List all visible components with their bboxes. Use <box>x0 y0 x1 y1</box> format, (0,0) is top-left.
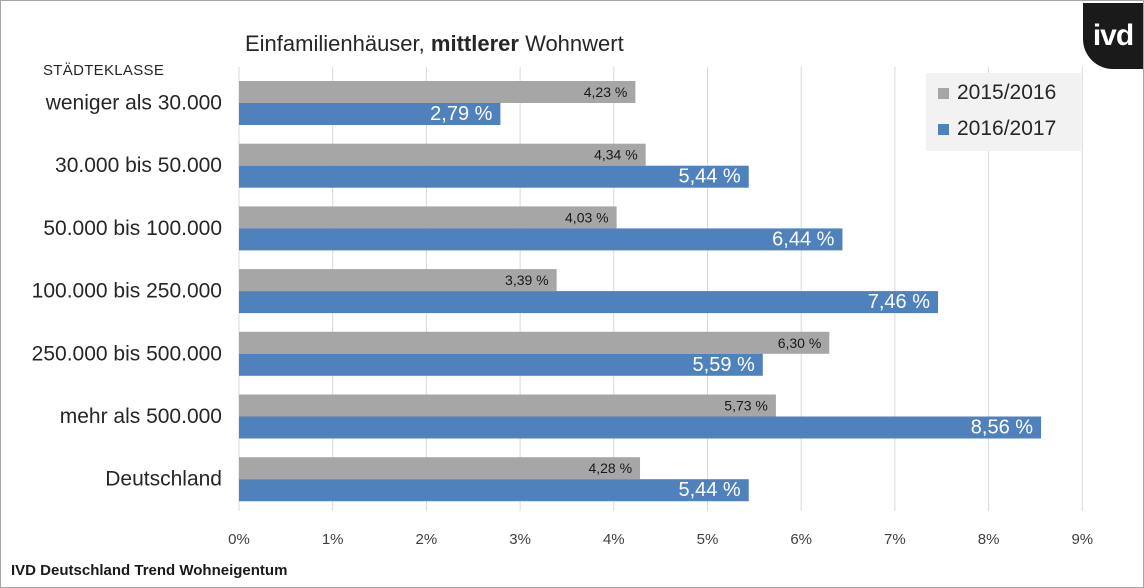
bar-2016-2017-deutschland <box>239 479 749 502</box>
chart-title: Einfamilienhäuser, mittlerer Wohnwert <box>245 31 624 57</box>
legend-item-2015-2016: 2015/2016 <box>938 81 1056 105</box>
legend-swatch-2015-2016 <box>938 87 949 99</box>
data-label-2016-2017: 6,44 % <box>772 228 834 250</box>
x-tick-label: 2% <box>416 531 438 548</box>
bar-2016-2017-weniger-als-30-000 <box>239 103 501 125</box>
ivd-logo: ivd <box>1083 3 1143 69</box>
bar-2015-2016-250-000-bis-500-000 <box>239 331 830 354</box>
x-tick-label: 1% <box>322 531 344 548</box>
data-label-2015-2016: 4,28 % <box>588 460 632 476</box>
data-label-2015-2016: 4,23 % <box>584 84 628 100</box>
chart-title-part2: Wohnwert <box>525 31 624 56</box>
category-axis-caption: STÄDTEKLASSE <box>43 62 165 79</box>
category-label: 50.000 bis 100.000 <box>43 217 222 240</box>
bar-2015-2016-30-000-bis-50-000 <box>239 143 646 166</box>
category-label: mehr als 500.000 <box>60 405 222 428</box>
bar-2015-2016-mehr-als-500-000 <box>239 394 776 417</box>
legend-label-2016-2017: 2016/2017 <box>957 117 1057 140</box>
bar-2015-2016-weniger-als-30-000 <box>239 81 636 103</box>
legend-label-2015-2016: 2015/2016 <box>957 81 1057 104</box>
category-label: 100.000 bis 250.000 <box>32 280 222 303</box>
data-label-2015-2016: 3,39 % <box>505 272 549 288</box>
x-tick-label: 0% <box>228 531 250 548</box>
data-label-2016-2017: 7,46 % <box>868 291 930 313</box>
source-footer: IVD Deutschland Trend Wohneigentum <box>11 562 288 579</box>
bar-2016-2017-30-000-bis-50-000 <box>239 165 749 188</box>
bar-2015-2016-100-000-bis-250-000 <box>239 269 557 292</box>
category-label: 250.000 bis 500.000 <box>32 342 222 365</box>
category-label: 30.000 bis 50.000 <box>55 154 222 177</box>
x-tick-label: 3% <box>509 531 531 548</box>
bar-2016-2017-mehr-als-500-000 <box>239 416 1042 439</box>
data-label-2016-2017: 2,79 % <box>430 103 492 125</box>
category-label: weniger als 30.000 <box>45 92 222 115</box>
x-tick-label: 5% <box>697 531 719 548</box>
data-label-2015-2016: 4,03 % <box>565 209 609 225</box>
data-label-2016-2017: 8,56 % <box>971 417 1033 439</box>
x-tick-label: 8% <box>978 531 1000 548</box>
bar-2016-2017-100-000-bis-250-000 <box>239 291 939 314</box>
data-label-2016-2017: 5,44 % <box>678 166 740 188</box>
x-tick-label: 7% <box>884 531 906 548</box>
data-label-2016-2017: 5,59 % <box>693 354 755 376</box>
data-label-2015-2016: 5,73 % <box>724 398 768 414</box>
chart-legend: 2015/2016 2016/2017 <box>926 73 1081 151</box>
data-label-2015-2016: 4,34 % <box>594 147 638 163</box>
bar-2015-2016-deutschland <box>239 457 641 480</box>
data-label-2015-2016: 6,30 % <box>778 335 822 351</box>
bar-2015-2016-50-000-bis-100-000 <box>239 206 617 229</box>
x-tick-label: 4% <box>603 531 625 548</box>
category-label: Deutschland <box>105 468 222 491</box>
chart-title-bold: mittlerer <box>430 31 519 56</box>
x-tick-label: 9% <box>1071 531 1093 548</box>
legend-swatch-2016-2017 <box>938 123 949 135</box>
data-label-2016-2017: 5,44 % <box>678 479 740 501</box>
bar-2016-2017-50-000-bis-100-000 <box>239 228 843 251</box>
chart-title-part1: Einfamilienhäuser, <box>245 31 425 56</box>
x-tick-label: 6% <box>790 531 812 548</box>
legend-item-2016-2017: 2016/2017 <box>938 117 1056 141</box>
bar-2016-2017-250-000-bis-500-000 <box>239 353 763 376</box>
